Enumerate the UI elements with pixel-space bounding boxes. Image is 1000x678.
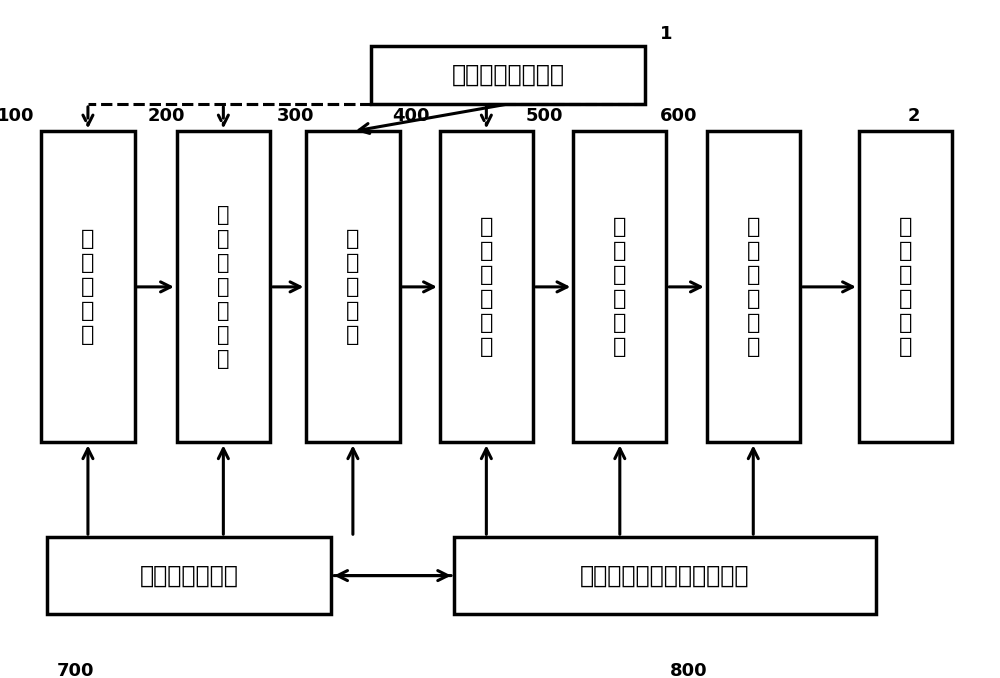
Text: 微波信号输入端口: 微波信号输入端口: [451, 63, 564, 87]
Bar: [440, 132, 533, 443]
Text: 光
脉
冲
产
生
单
元: 光 脉 冲 产 生 单 元: [217, 205, 230, 369]
Text: 400: 400: [393, 107, 430, 125]
Bar: [306, 132, 400, 443]
Text: 结
果
输
出
端
口: 结 果 输 出 端 口: [899, 217, 912, 357]
Text: 1: 1: [660, 25, 673, 43]
Bar: [47, 537, 331, 614]
Text: 300: 300: [277, 107, 314, 125]
Text: 800: 800: [670, 662, 707, 678]
Bar: [454, 537, 876, 614]
Bar: [573, 132, 666, 443]
Text: 600: 600: [660, 107, 697, 125]
Text: 500: 500: [526, 107, 564, 125]
Text: 光
采
样
单
元: 光 采 样 单 元: [346, 229, 360, 345]
Bar: [41, 132, 135, 443]
Text: 模
数
转
换
单
元: 模 数 转 换 单 元: [613, 217, 627, 357]
Text: 系统数据库与参数存储目录: 系统数据库与参数存储目录: [580, 563, 750, 588]
Text: 光
电
探
测
单
元: 光 电 探 测 单 元: [480, 217, 493, 357]
Bar: [707, 132, 800, 443]
Text: 100: 100: [0, 107, 35, 125]
Bar: [177, 132, 270, 443]
Text: 700: 700: [57, 662, 94, 678]
Bar: [371, 46, 645, 104]
Text: 管理与控制单元: 管理与控制单元: [140, 563, 238, 588]
Bar: [859, 132, 952, 443]
Text: 窄
线
宽
光
源: 窄 线 宽 光 源: [81, 229, 95, 345]
Text: 200: 200: [147, 107, 185, 125]
Text: 2: 2: [908, 107, 920, 125]
Text: 信
号
处
理
单
元: 信 号 处 理 单 元: [747, 217, 760, 357]
